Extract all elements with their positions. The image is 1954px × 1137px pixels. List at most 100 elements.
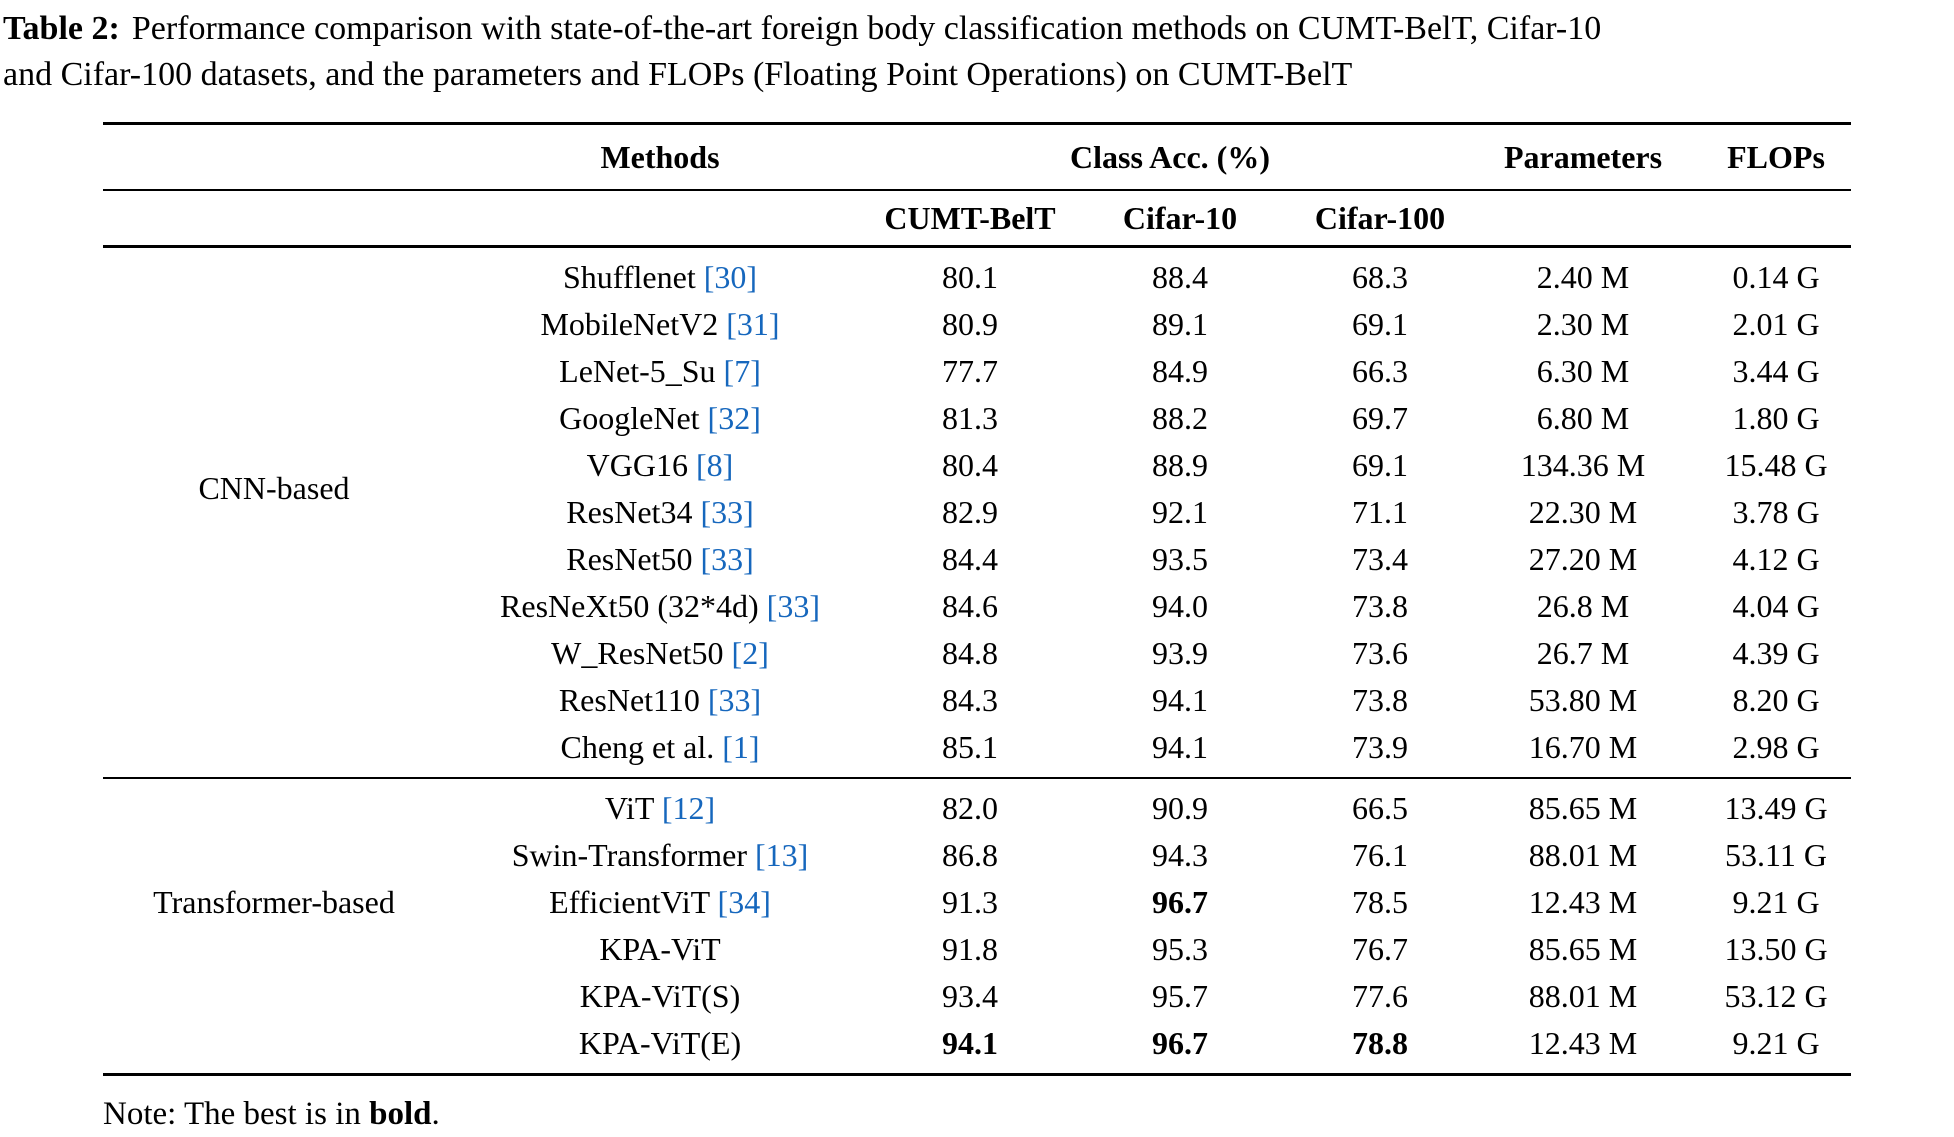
cell-cifar100: 73.8: [1352, 588, 1408, 624]
method-name: VGG16: [586, 447, 688, 483]
cell-cumt: 80.1: [942, 259, 998, 295]
cell-flops: 53.12 G: [1724, 978, 1828, 1014]
caption-line-1: Table 2: Performance comparison with stat…: [3, 6, 1950, 52]
method-name: W_ResNet50: [551, 635, 724, 671]
cell-params: 27.20 M: [1528, 541, 1638, 577]
cell-cifar100: 73.4: [1352, 541, 1408, 577]
method-cell: Swin-Transformer [13]: [445, 837, 875, 874]
method-cell: EfficientViT [34]: [445, 884, 875, 921]
method-cell: ResNet110 [33]: [445, 682, 875, 719]
cell-flops: 9.21 G: [1732, 1025, 1820, 1061]
subheader-cifar10: Cifar-10: [1122, 199, 1238, 236]
citation-link[interactable]: [12]: [661, 790, 716, 826]
cell-cumt: 84.3: [942, 682, 998, 718]
cell-cumt: 77.7: [942, 353, 998, 389]
method-name: Shufflenet: [562, 259, 696, 295]
table-caption: Table 2: Performance comparison with stat…: [0, 0, 1954, 98]
citation-link[interactable]: [33]: [766, 588, 820, 624]
citation-link[interactable]: [33]: [700, 541, 754, 577]
method-name: ResNet50: [566, 541, 693, 577]
header-class-acc: Class Acc. (%): [1070, 138, 1270, 175]
method-cell: GoogleNet [32]: [445, 400, 875, 437]
note-bold-word: bold: [369, 1096, 432, 1132]
cell-flops: 13.50 G: [1724, 931, 1828, 967]
cell-params: 134.36 M: [1520, 447, 1646, 483]
subheader-cifar100: Cifar-100: [1314, 199, 1446, 236]
cell-params: 12.43 M: [1528, 884, 1638, 920]
method-name: GoogleNet: [559, 400, 700, 436]
cell-cifar10: 84.9: [1152, 353, 1208, 389]
cell-flops: 4.12 G: [1732, 541, 1820, 577]
cell-cifar100: 73.9: [1352, 729, 1408, 765]
method-cell: KPA-ViT(S): [445, 978, 875, 1015]
cell-cifar100: 66.3: [1352, 353, 1408, 389]
method-name: MobileNetV2: [540, 306, 719, 342]
group-label: Transformer-based: [153, 883, 395, 920]
method-name: LeNet-5_Su: [559, 353, 716, 389]
cell-flops: 2.98 G: [1732, 729, 1820, 765]
cell-cifar10: 89.1: [1152, 306, 1208, 342]
header-parameters: Parameters: [1503, 138, 1663, 175]
method-name: KPA-ViT(E): [578, 1025, 742, 1061]
cell-cifar10: 94.1: [1152, 682, 1208, 718]
cell-cifar100: 78.8: [1352, 1025, 1408, 1061]
cell-flops: 2.01 G: [1732, 306, 1820, 342]
citation-link[interactable]: [8]: [696, 447, 734, 483]
cell-cifar100: 76.7: [1352, 931, 1408, 967]
table-note: Note: The best is in bold.: [103, 1096, 1954, 1133]
cell-cumt: 80.4: [942, 447, 998, 483]
cell-cifar100: 73.6: [1352, 635, 1408, 671]
cell-cifar10: 88.4: [1152, 259, 1208, 295]
citation-link[interactable]: [1]: [722, 729, 760, 765]
citation-link[interactable]: [30]: [703, 259, 758, 295]
cell-flops: 4.39 G: [1732, 635, 1820, 671]
cell-flops: 15.48 G: [1724, 447, 1828, 483]
method-name: ViT: [604, 790, 654, 826]
cell-cifar10: 96.7: [1152, 884, 1208, 920]
caption-text-line-1: Performance comparison with state-of-the…: [131, 10, 1602, 47]
table-subheader-row: CUMT-BelT Cifar-10 Cifar-100: [103, 191, 1851, 248]
header-flops: FLOPs: [1727, 138, 1825, 175]
method-cell: ResNet50 [33]: [445, 541, 875, 578]
method-name: KPA-ViT(S): [579, 978, 741, 1014]
cell-cumt: 94.1: [942, 1025, 998, 1061]
cell-cumt: 81.3: [942, 400, 998, 436]
cell-cifar10: 92.1: [1152, 494, 1208, 530]
cell-params: 85.65 M: [1528, 931, 1638, 967]
cell-cumt: 82.0: [942, 790, 998, 826]
citation-link[interactable]: [31]: [726, 306, 780, 342]
cell-flops: 13.49 G: [1724, 790, 1828, 826]
method-cell: LeNet-5_Su [7]: [445, 353, 875, 390]
cell-cifar10: 88.9: [1152, 447, 1208, 483]
cell-cumt: 91.8: [942, 931, 998, 967]
method-name: ResNeXt50 (32*4d): [500, 588, 759, 624]
cell-cumt: 84.8: [942, 635, 998, 671]
subheader-cumt-belt: CUMT-BelT: [884, 199, 1056, 236]
method-cell: KPA-ViT(E): [445, 1025, 875, 1062]
citation-link[interactable]: [33]: [707, 682, 762, 718]
cell-flops: 1.80 G: [1732, 400, 1820, 436]
note-text: Note: The best is in: [103, 1096, 370, 1132]
citation-link[interactable]: [7]: [723, 353, 761, 389]
cell-flops: 53.11 G: [1725, 837, 1827, 873]
cell-params: 16.70 M: [1528, 729, 1638, 765]
citation-link[interactable]: [33]: [700, 494, 754, 530]
cell-params: 26.7 M: [1536, 635, 1630, 671]
citation-link[interactable]: [34]: [717, 884, 771, 920]
method-cell: ResNet34 [33]: [445, 494, 875, 531]
method-name: EfficientViT: [549, 884, 710, 920]
cell-flops: 3.78 G: [1732, 494, 1820, 530]
cell-cifar10: 94.0: [1152, 588, 1208, 624]
cell-cumt: 84.4: [942, 541, 998, 577]
cell-cumt: 86.8: [942, 837, 998, 873]
cell-cifar100: 78.5: [1352, 884, 1408, 920]
cell-cumt: 93.4: [942, 978, 998, 1014]
cell-cifar100: 73.8: [1352, 682, 1408, 718]
citation-link[interactable]: [13]: [754, 837, 809, 873]
citation-link[interactable]: [2]: [731, 635, 769, 671]
cell-cifar10: 93.5: [1152, 541, 1208, 577]
citation-link[interactable]: [32]: [707, 400, 761, 436]
cell-flops: 4.04 G: [1732, 588, 1820, 624]
method-cell: Shufflenet [30]: [445, 259, 875, 296]
